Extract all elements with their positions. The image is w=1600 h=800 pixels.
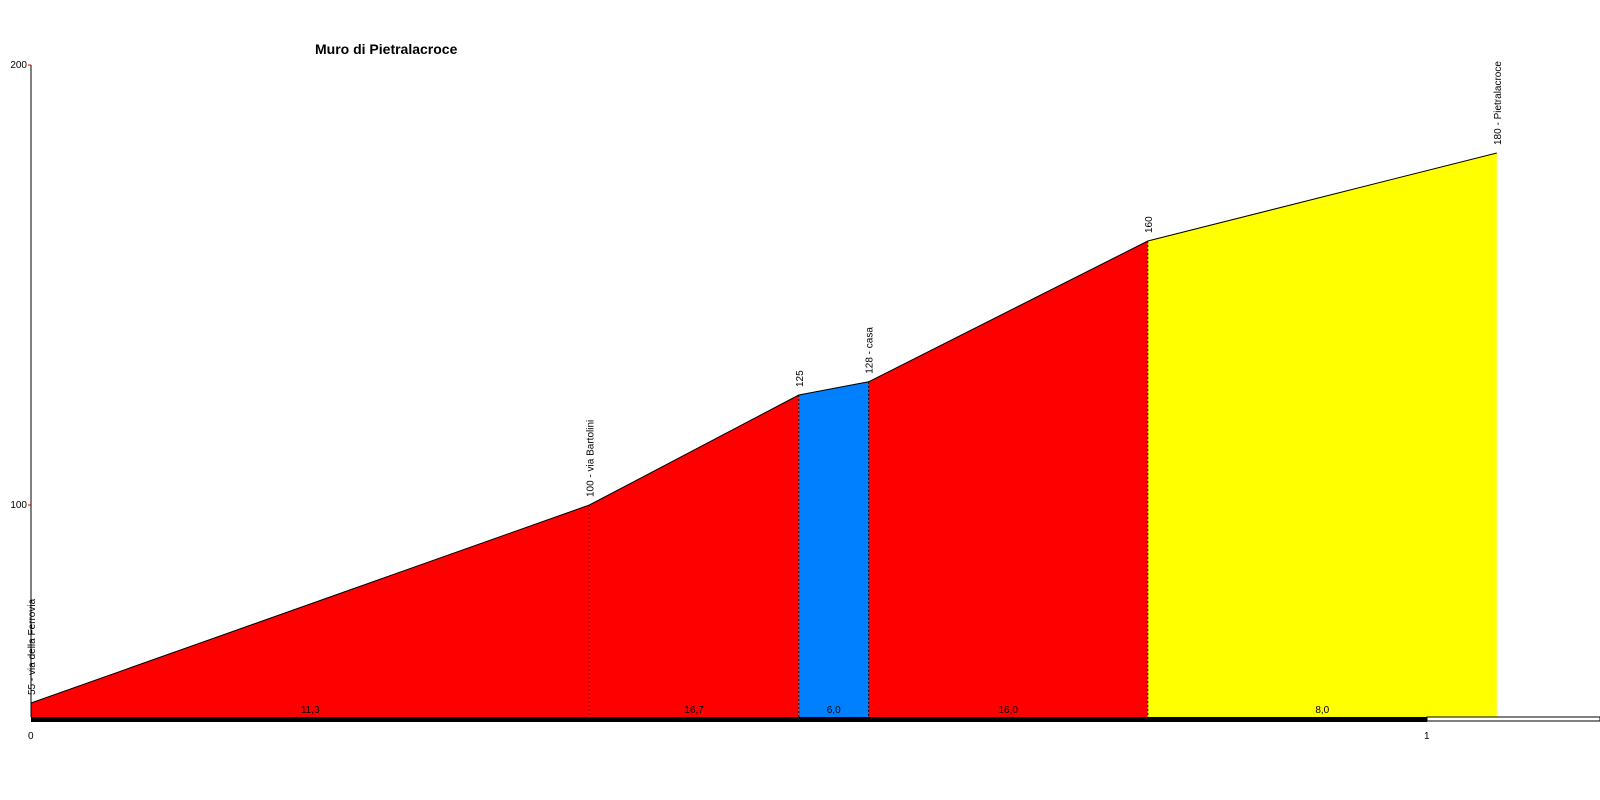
gradient-labels: 11,3 16,7 6,0 16,0 8,0: [301, 705, 1330, 716]
x-axis-bar-end: [1426, 716, 1600, 722]
point-label: 128 - casa: [865, 327, 876, 374]
gradient-label: 16,7: [684, 705, 704, 716]
profile-segment: [589, 395, 799, 717]
x-tick-label: 0: [28, 731, 34, 742]
profile-areas: [31, 153, 1497, 717]
gradient-label: 8,0: [1315, 705, 1329, 716]
profile-segment: [868, 241, 1148, 717]
point-label: 180 - Pietralacroce: [1493, 61, 1504, 145]
point-label: 160: [1144, 216, 1155, 233]
profile-outline: [30, 152, 1497, 704]
y-tick-label: 100: [10, 500, 27, 511]
profile-segment: [798, 381, 869, 717]
chart-title: Muro di Pietralacroce: [315, 41, 458, 57]
axes: 100 200 0 1: [10, 60, 1600, 742]
point-label: 125: [795, 370, 806, 387]
gradient-label: 11,3: [301, 705, 320, 716]
point-label: 55 - via della Ferrovia: [27, 598, 38, 695]
point-labels: 55 - via della Ferrovia 100 - via Bartoli…: [27, 61, 1504, 695]
gradient-label: 6,0: [827, 705, 841, 716]
profile-segment: [1147, 153, 1497, 717]
y-tick-label: 200: [10, 60, 27, 71]
point-label: 100 - via Bartolini: [585, 420, 596, 497]
profile-line: [30, 152, 1497, 704]
profile-segment: [31, 505, 590, 717]
segment-dividers: [588, 241, 1149, 717]
x-tick-label: 1: [1424, 731, 1430, 742]
gradient-label: 16,0: [998, 705, 1018, 716]
x-axis-bar: [31, 717, 1427, 722]
